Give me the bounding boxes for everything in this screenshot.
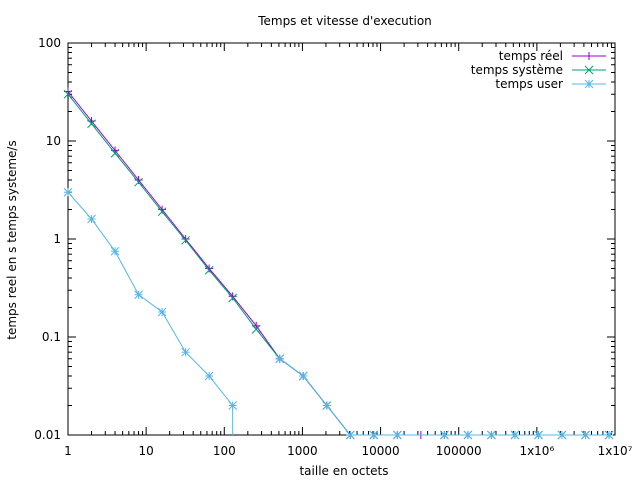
plot-area: 1 10 100 1000 10000 100000 1x10⁶ 1x10⁷ 0.01 0.1 1 1… — [34, 36, 632, 458]
x-tick-label: 1x10⁶ — [519, 444, 554, 458]
x-tick-label: 10 — [139, 444, 154, 458]
data-point — [369, 430, 379, 440]
data-point — [228, 293, 238, 303]
legend-label: temps réel — [499, 49, 563, 63]
x-tick-label: 1x10⁷ — [598, 444, 633, 458]
data-point — [87, 214, 96, 224]
series-line — [67, 91, 609, 436]
data-point — [534, 430, 543, 440]
data-point — [298, 371, 308, 381]
plot-frame — [67, 42, 616, 436]
x-tick-label: 1 — [64, 444, 72, 458]
data-point — [440, 430, 449, 440]
data-point — [322, 401, 332, 410]
data-point — [134, 177, 143, 187]
series-line — [67, 93, 609, 436]
data-point — [63, 187, 73, 197]
x-tick-label: 1000 — [287, 444, 318, 458]
data-point — [275, 354, 285, 364]
legend-label: temps système — [471, 63, 563, 77]
y-tick-label: 10 — [46, 134, 61, 148]
data-point — [392, 430, 402, 440]
data-point — [181, 235, 190, 245]
y-tick-label: 100 — [38, 36, 61, 50]
data-point — [181, 235, 190, 243]
data-point — [585, 52, 593, 60]
data-point — [228, 401, 238, 410]
data-point — [557, 430, 567, 440]
data-point — [157, 207, 167, 217]
data-point — [251, 324, 261, 334]
data-point — [581, 430, 590, 440]
x-tick-label: 100000 — [436, 444, 482, 458]
data-point — [110, 246, 120, 256]
data-point — [510, 430, 520, 440]
data-point — [205, 264, 214, 273]
data-point — [345, 430, 355, 440]
data-point — [584, 79, 594, 89]
data-point — [63, 89, 73, 99]
data-point — [584, 65, 594, 75]
x-tick-label: 10000 — [361, 444, 399, 458]
data-point — [110, 148, 120, 158]
y-tick-label: 0.1 — [42, 330, 61, 344]
y-tick-label: 1 — [53, 232, 61, 246]
y-tick-label: 0.01 — [34, 428, 61, 442]
data-point — [228, 292, 237, 301]
data-point — [463, 430, 473, 440]
data-point — [604, 430, 614, 440]
x-tick-label: 100 — [213, 444, 236, 458]
x-axis-label: taille en octets — [299, 464, 388, 478]
chart-title: Temps et vitesse d'execution — [257, 14, 432, 28]
series-2 — [63, 89, 614, 440]
legend-label: temps user — [495, 77, 563, 91]
y-axis-label: temps reel en s temps systeme/s — [5, 140, 19, 339]
series-1 — [64, 87, 614, 439]
data-point — [204, 265, 214, 275]
data-point — [204, 371, 214, 381]
data-point — [87, 119, 96, 129]
series-line — [67, 191, 234, 406]
data-point — [181, 347, 190, 357]
series-3 — [63, 187, 614, 440]
data-point — [157, 307, 167, 317]
data-point — [134, 290, 143, 300]
series-line — [279, 358, 609, 436]
data-point — [487, 430, 496, 440]
